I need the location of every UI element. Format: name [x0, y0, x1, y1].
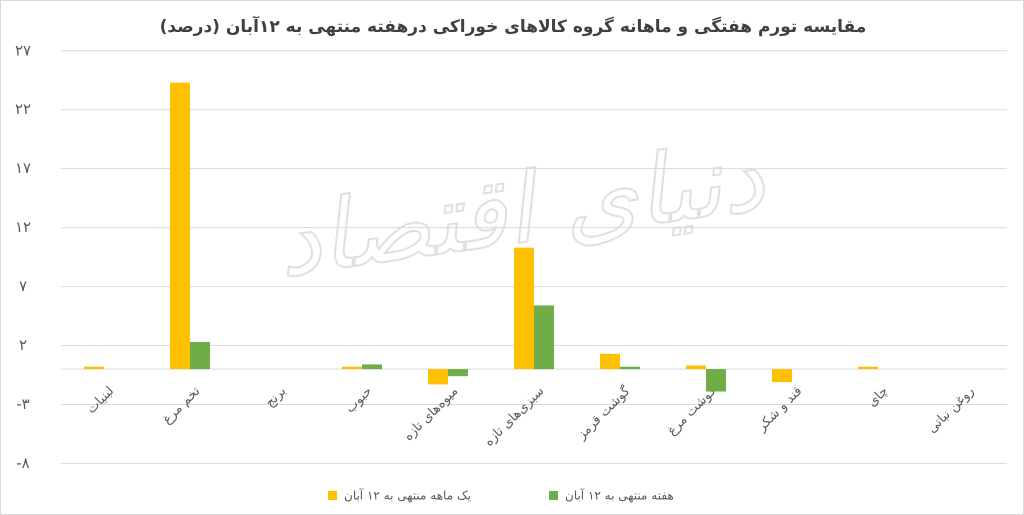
- bar: [428, 369, 448, 385]
- y-tick-label: ۲۷: [15, 41, 31, 59]
- bar: [534, 305, 554, 370]
- x-tick-label: گوشت قرمز: [573, 383, 634, 444]
- x-tick-label: سبزی‌های تازه: [482, 384, 548, 450]
- bar: [342, 366, 362, 370]
- x-tick-label: قند و شکر: [754, 384, 805, 435]
- x-tick-label: برنج: [263, 384, 290, 411]
- legend-label: هفته منتهی به ۱۲ آبان: [565, 488, 674, 503]
- bar: [448, 369, 468, 377]
- y-tick-label: -۳: [16, 395, 29, 413]
- x-tick-label: میوه‌های تازه: [401, 384, 461, 444]
- x-tick-label: لبنیات: [84, 384, 117, 417]
- legend-label: یک ماهه منتهی به ۱۲ آبان: [344, 488, 471, 503]
- y-tick-label: -۸: [16, 454, 29, 472]
- bar: [620, 366, 640, 370]
- bar: [170, 82, 190, 370]
- bar: [84, 366, 104, 370]
- legend-swatch: [328, 491, 337, 500]
- x-tick-label: روغن نباتی: [925, 384, 978, 437]
- y-tick-label: ۷: [19, 277, 27, 295]
- y-tick-label: ۱۷: [15, 159, 31, 177]
- bar: [190, 341, 210, 370]
- chart-title: مقایسه تورم هفتگی و ماهانه گروه کالاهای …: [160, 15, 867, 37]
- bar: [858, 366, 878, 370]
- x-tick-label: حبوب: [343, 384, 375, 416]
- bar: [514, 247, 534, 370]
- bar: [362, 364, 382, 370]
- y-tick-label: ۲: [19, 336, 27, 354]
- y-tick-label: ۱۲: [15, 218, 31, 236]
- bar: [686, 365, 706, 370]
- bar: [772, 369, 792, 383]
- bar: [706, 369, 726, 392]
- bar: [600, 353, 620, 370]
- x-tick-label: چای: [865, 384, 891, 410]
- y-tick-label: ۲۲: [15, 100, 31, 118]
- x-tick-label: تخم مرغ: [160, 384, 204, 428]
- legend-swatch: [549, 491, 558, 500]
